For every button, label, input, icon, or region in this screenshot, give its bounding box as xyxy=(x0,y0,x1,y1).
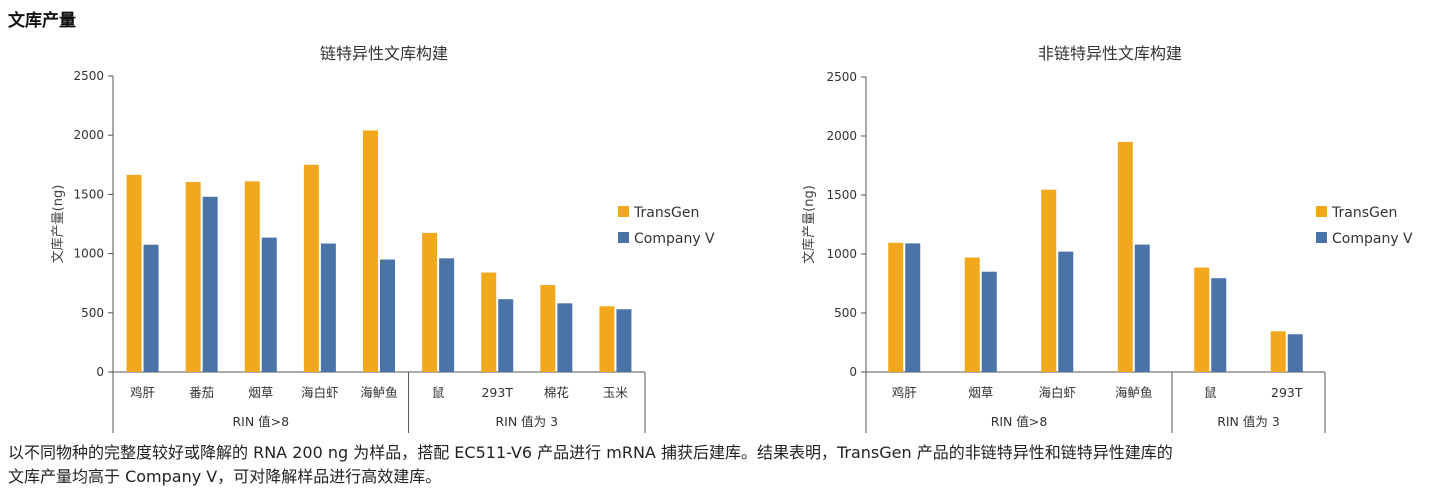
legend-label-transgen: TransGen xyxy=(1331,205,1397,221)
bar-company-v xyxy=(202,196,218,372)
bar-company-v xyxy=(498,299,514,372)
category-label: 鸡肝 xyxy=(130,385,156,400)
bar-transgen xyxy=(1270,331,1286,372)
bar-company-v xyxy=(1211,278,1227,372)
legend-label-company-v: Company V xyxy=(634,231,715,247)
category-label: 鼠 xyxy=(1204,385,1217,400)
legend-swatch-transgen xyxy=(618,206,629,217)
category-label: 293T xyxy=(481,385,513,400)
section-heading: 文库产量 xyxy=(8,11,76,31)
category-label: 海鲈鱼 xyxy=(360,385,398,400)
category-label: 鼠 xyxy=(432,385,445,400)
bar-transgen xyxy=(126,174,142,372)
category-label: 海白虾 xyxy=(301,385,339,400)
category-label: 293T xyxy=(1271,385,1303,400)
figure-caption: 以不同物种的完整度较好或降解的 RNA 200 ng 为样品，搭配 EC511-… xyxy=(8,441,1408,489)
bar-company-v xyxy=(380,259,395,372)
bar-transgen xyxy=(244,181,260,372)
legend-swatch-company-v xyxy=(1316,232,1327,243)
y-tick-label: 2000 xyxy=(73,128,104,142)
bar-transgen xyxy=(303,164,319,372)
category-label: 海鲈鱼 xyxy=(1115,385,1153,400)
chart-strand-specific: 链特异性文库构建 0 500 1000 1500 2000 2500 文库产量(ng) 鸡肝 番茄… xyxy=(50,44,715,433)
bar-transgen xyxy=(1117,141,1133,372)
bar-transgen xyxy=(185,181,201,372)
bar-transgen xyxy=(1041,189,1057,372)
y-tick-label: 1500 xyxy=(73,187,104,201)
group-label: RIN 值为 3 xyxy=(1217,414,1280,429)
bar-company-v xyxy=(261,237,277,372)
legend-label-transgen: TransGen xyxy=(633,205,699,221)
y-tick-label: 1500 xyxy=(826,188,857,202)
category-label: 烟草 xyxy=(248,385,273,400)
bar-transgen xyxy=(888,242,904,372)
bar-company-v xyxy=(439,258,455,372)
category-label: 海白虾 xyxy=(1038,385,1076,400)
group-label: RIN 值>8 xyxy=(991,414,1048,429)
bar-transgen xyxy=(964,257,980,372)
bar-transgen xyxy=(481,272,497,372)
bar-transgen xyxy=(363,130,378,372)
y-tick-label: 2500 xyxy=(73,69,104,83)
y-axis-title: 文库产量(ng) xyxy=(50,185,66,264)
category-label: 烟草 xyxy=(968,385,993,400)
bar-company-v xyxy=(320,243,336,372)
category-label: 番茄 xyxy=(189,385,214,400)
y-tick-label: 2000 xyxy=(826,129,857,143)
y-tick-label: 2500 xyxy=(826,70,857,84)
group-label: RIN 值>8 xyxy=(232,414,289,429)
y-tick-label: 1000 xyxy=(826,247,857,261)
bar-transgen xyxy=(1194,267,1210,372)
caption-line-1: 以不同物种的完整度较好或降解的 RNA 200 ng 为样品，搭配 EC511-… xyxy=(8,443,1173,462)
bar-company-v xyxy=(1058,251,1074,372)
bar-company-v xyxy=(616,309,632,372)
bar-transgen xyxy=(422,232,438,372)
category-label: 鸡肝 xyxy=(892,385,918,400)
bar-company-v xyxy=(557,303,573,372)
bar-transgen xyxy=(599,306,615,372)
y-tick-label: 0 xyxy=(849,365,857,379)
chart-title: 链特异性文库构建 xyxy=(320,44,448,63)
legend-swatch-company-v xyxy=(618,232,629,243)
category-label: 棉花 xyxy=(544,385,569,400)
bar-company-v xyxy=(1134,244,1150,372)
y-tick-label: 1000 xyxy=(73,247,104,261)
legend-label-company-v: Company V xyxy=(1332,231,1413,247)
bar-company-v xyxy=(1287,334,1303,372)
y-tick-label: 0 xyxy=(96,365,104,379)
y-tick-label: 500 xyxy=(834,306,857,320)
bar-company-v xyxy=(981,271,997,372)
bar-transgen xyxy=(540,284,556,372)
bar-company-v xyxy=(905,243,921,372)
y-axis-title: 文库产量(ng) xyxy=(801,185,817,264)
group-label: RIN 值为 3 xyxy=(495,414,558,429)
chart-non-strand-specific: 非链特异性文库构建 0 500 1000 1500 2000 2500 文库产量(ng) 鸡肝 烟… xyxy=(801,44,1413,433)
legend-swatch-transgen xyxy=(1316,206,1327,217)
category-label: 玉米 xyxy=(603,385,629,400)
bar-company-v xyxy=(143,244,159,372)
chart-title: 非链特异性文库构建 xyxy=(1038,44,1182,63)
caption-line-2: 文库产量均高于 Company V，可对降解样品进行高效建库。 xyxy=(8,467,442,486)
y-tick-label: 500 xyxy=(81,306,104,320)
